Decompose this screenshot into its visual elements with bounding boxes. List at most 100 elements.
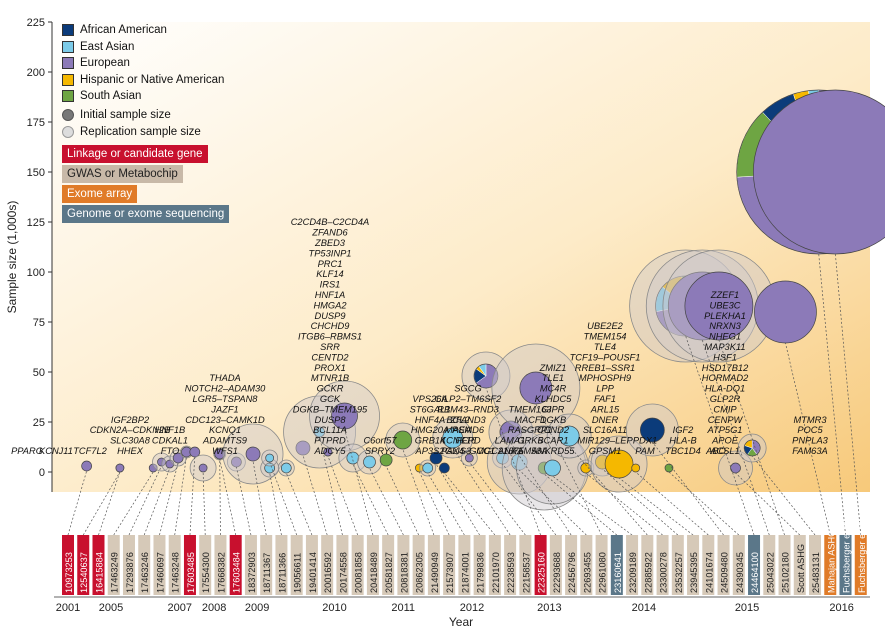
study-connector — [552, 475, 633, 536]
study-label: 22101970 — [491, 552, 501, 593]
y-tick-label: 100 — [27, 267, 45, 279]
study-label: Fuchsberger et al. — [857, 519, 867, 593]
gene-label: DGKB–TMEM195 — [293, 404, 368, 414]
study-label-box — [839, 535, 852, 595]
study-label-box — [214, 535, 227, 595]
study-label-box — [793, 535, 806, 595]
study-connector — [585, 472, 663, 536]
study-connector — [635, 471, 709, 536]
gene-label: MIR129–LEP — [577, 436, 633, 446]
study-label-box — [168, 535, 181, 595]
study-label-box — [671, 535, 684, 595]
gene-label: JAZF1 — [210, 404, 238, 414]
gene-label: IRS1 — [320, 280, 341, 290]
study-label-box — [549, 535, 562, 595]
study-label: 16415884 — [94, 552, 104, 593]
gene-label: PRC1 — [318, 259, 343, 269]
gene-label: CDKAL1 — [152, 436, 188, 446]
year-label: 2001 — [56, 602, 80, 614]
gene-label: MAEA — [445, 425, 471, 435]
year-label: 2012 — [460, 602, 484, 614]
legend: African American East Asian European His… — [62, 22, 246, 223]
connectors — [67, 253, 862, 536]
gene-label: TMEM154 — [584, 332, 627, 342]
initial-bubble — [580, 462, 592, 474]
study-connector — [751, 455, 816, 536]
study-label: 25043022 — [765, 552, 775, 593]
legend-swatch — [62, 57, 74, 69]
gene-label: IGF2 — [673, 425, 694, 435]
study-label-box — [321, 535, 334, 595]
legend-label: Initial sample size — [80, 109, 171, 121]
study-label: 22238593 — [506, 552, 516, 593]
study-connector — [452, 447, 511, 536]
gene-label: ACSL1 — [709, 446, 739, 456]
study-label-box — [610, 535, 623, 595]
gene-label: CILP2–TM6SF2 — [435, 394, 502, 404]
gene-label: MTMR3 — [793, 415, 827, 425]
legend-label: European — [80, 57, 130, 69]
gene-label: RREB1–SSR1 — [575, 363, 635, 373]
study-label-box — [687, 535, 700, 595]
study-label-box — [366, 535, 379, 595]
study-label-box — [580, 535, 593, 595]
study-label-box — [92, 535, 105, 595]
gene-label: CCND2 — [537, 425, 570, 435]
study-connector — [385, 465, 419, 536]
study-label-box — [473, 535, 486, 595]
gene-label: ST6GAL1 — [410, 404, 451, 414]
gene-label: AP3S2 — [415, 446, 446, 456]
legend-item-linkage: Linkage or candidate gene — [62, 143, 246, 163]
gene-label: MGC21675 — [476, 446, 524, 456]
gene-label: MPHOSPH9 — [579, 373, 631, 383]
legend-label: Replication sample size — [80, 125, 201, 138]
gene-label: SLC30A8 — [110, 436, 151, 446]
study-label: 20581827 — [384, 552, 394, 593]
study-label: 20862305 — [415, 552, 425, 593]
study-connector — [202, 471, 206, 536]
gene-label: UBE3C — [709, 300, 740, 310]
study-label-box — [717, 535, 730, 595]
gene-label: THADA — [209, 373, 241, 383]
y-tick-label: 225 — [27, 17, 45, 29]
study-connector — [652, 441, 724, 536]
gene-label: HNF4A — [415, 415, 445, 425]
gene-label: ANKRD55 — [531, 446, 576, 456]
study-connector — [685, 335, 755, 536]
study-label: 21573907 — [445, 552, 455, 593]
year-label: 2005 — [99, 602, 123, 614]
gene-label: PAX4–GCC1 — [441, 446, 495, 456]
gene-label: HHEX — [117, 446, 144, 456]
gene-label: PDX1 — [633, 436, 657, 446]
initial-bubble — [558, 425, 580, 447]
study-label: 10973253 — [64, 552, 74, 593]
initial-bubble-outline — [736, 89, 885, 255]
study-connector — [535, 403, 602, 536]
legend-label: South Asian — [80, 90, 142, 102]
study-label: 17603485 — [186, 552, 196, 593]
replication-size-dot — [62, 125, 74, 138]
study-label-box — [229, 535, 242, 595]
study-label: Scott ASHG — [796, 544, 806, 593]
study-connector — [302, 454, 328, 536]
study-label: 24101674 — [704, 552, 714, 593]
study-label-box — [763, 535, 776, 595]
study-label: 17463248 — [171, 552, 181, 593]
gene-label: C6orf57 — [363, 436, 397, 446]
gene-label: ZZEF1 — [710, 290, 739, 300]
study-connector — [219, 458, 237, 536]
study-connector — [67, 470, 87, 536]
gene-label: APOE — [711, 436, 739, 446]
initial-bubble — [265, 453, 275, 463]
gene-label: KLHDC5 — [535, 394, 573, 404]
gene-label: CDC123–CAMK1D — [185, 415, 265, 425]
study-label: 21874001 — [460, 552, 470, 593]
study-label-box — [153, 535, 166, 595]
gene-label: PPARG — [11, 446, 43, 456]
gene-label: PROX1 — [314, 363, 346, 373]
study-label: 22885922 — [643, 552, 653, 593]
study-label-box — [748, 535, 761, 595]
study-label-box — [565, 535, 578, 595]
gene-label: KCNJ11 — [39, 446, 73, 456]
gene-label: TCF7L2 — [73, 446, 107, 456]
